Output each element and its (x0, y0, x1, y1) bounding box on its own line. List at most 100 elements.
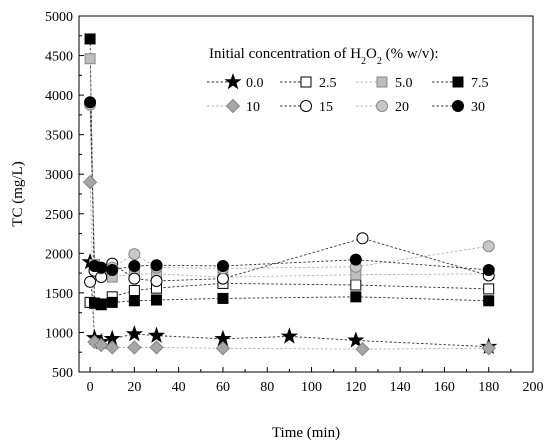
legend-title-suffix: (% w/v): (382, 46, 439, 62)
data-point-20 (128, 248, 141, 261)
y-tick-label: 5000 (45, 10, 73, 25)
data-point-30 (482, 263, 495, 276)
legend-item-15: 15 (280, 100, 333, 115)
data-point-15 (128, 272, 141, 285)
data-point-7.5 (350, 291, 362, 303)
series-line-2.5 (90, 282, 489, 305)
x-tick-label: 40 (172, 380, 186, 395)
data-point-10 (149, 340, 164, 355)
legend-marker (452, 100, 464, 112)
legend-marker (224, 72, 242, 90)
y-tick-label: 3000 (45, 168, 73, 183)
legend-title-sub2: 2 (377, 56, 382, 67)
x-tick-label: 180 (478, 380, 499, 395)
data-point-7.5 (483, 295, 495, 307)
x-tick-label: 160 (434, 380, 455, 395)
series-line-30 (89, 102, 489, 271)
legend-marker (300, 100, 312, 112)
legend-items: 0.0 2.5 5.0 7.5 10 15 20 30 (207, 72, 489, 115)
data-point-7.5 (217, 292, 229, 304)
x-tick-label: 80 (260, 380, 274, 395)
data-point-30 (84, 96, 97, 109)
legend-marker (376, 100, 388, 112)
y-tick-label: 4000 (45, 89, 73, 104)
x-tick-label: 20 (127, 380, 141, 395)
legend-marker (225, 98, 241, 114)
series-line-20 (89, 104, 489, 269)
data-point-0.0 (147, 326, 166, 343)
data-point-20 (482, 240, 495, 253)
data-point-10 (105, 340, 120, 355)
y-tick-label: 4500 (45, 50, 73, 65)
x-tick-label: 120 (345, 380, 366, 395)
data-point-7.5 (128, 295, 140, 307)
legend-marker (300, 76, 312, 88)
data-point-2.5 (128, 285, 140, 297)
legend-item-2.5: 2.5 (280, 76, 337, 91)
y-axis-title: TC (mg/L) (10, 161, 26, 226)
data-point-7.5 (84, 33, 96, 45)
data-point-10 (127, 340, 142, 355)
legend-title-prefix: Initial concentration of H (209, 46, 361, 62)
x-tick-label: 140 (390, 380, 411, 395)
series-line-15 (89, 237, 489, 282)
data-point-10 (82, 174, 98, 190)
x-tick-label: 200 (523, 380, 544, 395)
legend-item-30: 30 (432, 100, 485, 115)
data-point-30 (349, 253, 362, 266)
data-point-30 (128, 259, 141, 272)
axis-layer: 0 20 40 60 80 100 120 140 160 180 2005001000150020… (45, 10, 544, 395)
data-point-7.5 (151, 294, 163, 306)
legend-title-sub1: 2 (361, 56, 366, 67)
y-tick-label: 500 (52, 366, 73, 381)
legend-item-10: 10 (207, 98, 260, 115)
data-point-10 (93, 337, 109, 353)
data-point-30 (150, 259, 163, 272)
data-point-15 (216, 272, 229, 285)
data-point-0.0 (280, 327, 298, 344)
x-tick-label: 100 (301, 380, 322, 395)
x-axis-title: Time (min) (272, 425, 340, 441)
data-point-5.0 (84, 53, 96, 65)
data-point-15 (150, 275, 163, 288)
legend-label: 2.5 (319, 76, 337, 91)
y-tick-label: 1000 (45, 326, 73, 341)
legend-label: 0.0 (246, 76, 264, 91)
data-point-0.0 (125, 325, 143, 342)
data-point-2.5 (350, 279, 362, 291)
data-point-15 (84, 275, 97, 288)
legend-label: 10 (246, 100, 260, 115)
x-tick-label: 60 (216, 380, 230, 395)
y-tick-label: 1500 (45, 287, 73, 302)
data-point-30 (216, 259, 229, 272)
series-line-7.5 (89, 38, 489, 306)
legend-label: 15 (319, 100, 333, 115)
legend-title-mid: O (366, 46, 377, 62)
legend-item-7.5: 7.5 (432, 76, 489, 91)
data-point-15 (356, 232, 369, 245)
y-tick-label: 2500 (45, 208, 73, 223)
data-point-10 (481, 341, 496, 356)
x-tick-label: 0 (87, 380, 94, 395)
data-point-30 (95, 261, 108, 274)
legend-label: 7.5 (471, 76, 489, 91)
data-point-30 (106, 263, 119, 276)
series-markers (81, 33, 498, 357)
legend-label: 20 (395, 100, 409, 115)
y-tick-label: 2000 (45, 247, 73, 262)
data-point-7.5 (106, 296, 118, 308)
series-line-10 (89, 182, 489, 350)
data-point-7.5 (95, 299, 107, 311)
series-line-0.0 (89, 261, 489, 348)
legend-label: 5.0 (395, 76, 413, 91)
data-point-2.5 (483, 283, 495, 295)
data-point-0.0 (347, 331, 365, 348)
plot-frame (78, 15, 534, 373)
series-line-5.0 (89, 58, 489, 278)
data-point-10 (355, 341, 370, 357)
legend-label: 30 (471, 100, 485, 115)
legend-item-5.0: 5.0 (356, 76, 413, 91)
y-tick-label: 3500 (45, 129, 73, 144)
series-lines (89, 38, 489, 350)
